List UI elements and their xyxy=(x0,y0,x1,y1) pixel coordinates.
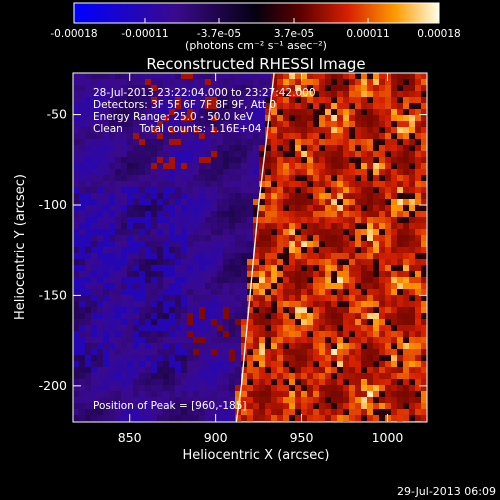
x-tick-label: 950 xyxy=(290,430,314,445)
annotation-detectors: Detectors: 3F 5F 6F 7F 8F 9F, Att 0 xyxy=(93,99,276,111)
annotation-time-range: 28-Jul-2013 23:22:04.000 to 23:27:42.000 xyxy=(93,87,316,99)
annotation-clean-counts: Clean Total counts: 1.16E+04 xyxy=(93,123,262,135)
chart-title: Reconstructed RHESSI Image xyxy=(146,55,365,73)
colorbar-tick-label: 0.00018 xyxy=(417,28,460,40)
y-tick-label: -150 xyxy=(39,287,67,302)
colorbar-unit-label: (photons cm⁻² s⁻¹ asec⁻²) xyxy=(185,39,327,52)
annotation-peak-position: Position of Peak = [960,-185] xyxy=(93,400,247,412)
colorbar-tick-label: 0.00011 xyxy=(346,28,389,40)
colorbar xyxy=(73,2,440,24)
colorbar-tick-label: 3.7e-05 xyxy=(274,28,314,40)
y-tick-label: -50 xyxy=(47,107,67,122)
colorbar-tick-label: -0.00011 xyxy=(121,28,168,40)
colorbar-tick-label: -3.7e-05 xyxy=(197,28,241,40)
annotation-energy-range: Energy Range: 25.0 - 50.0 keV xyxy=(93,111,254,123)
y-tick-label: -100 xyxy=(39,197,67,212)
heatmap-image xyxy=(73,73,427,422)
colorbar-tick-label: -0.00018 xyxy=(50,28,97,40)
x-tick-label: 850 xyxy=(118,430,142,445)
axis-ticks: 850 900 950 1000 -50 -100 -150 -200 xyxy=(39,73,427,445)
y-tick-label: -200 xyxy=(39,378,67,393)
solar-limb-line xyxy=(235,73,275,422)
plot-frame xyxy=(72,72,428,423)
x-tick-label: 1000 xyxy=(372,430,404,445)
colorbar-ticks: -0.00018 -0.00011 -3.7e-05 3.7e-05 0.00011 0.… xyxy=(50,18,461,40)
x-tick-label: 900 xyxy=(204,430,228,445)
y-axis-label: Heliocentric Y (arcsec) xyxy=(13,174,28,320)
footer-timestamp: 29-Jul-2013 06:09 xyxy=(397,485,496,498)
x-axis-label: Heliocentric X (arcsec) xyxy=(183,448,330,463)
